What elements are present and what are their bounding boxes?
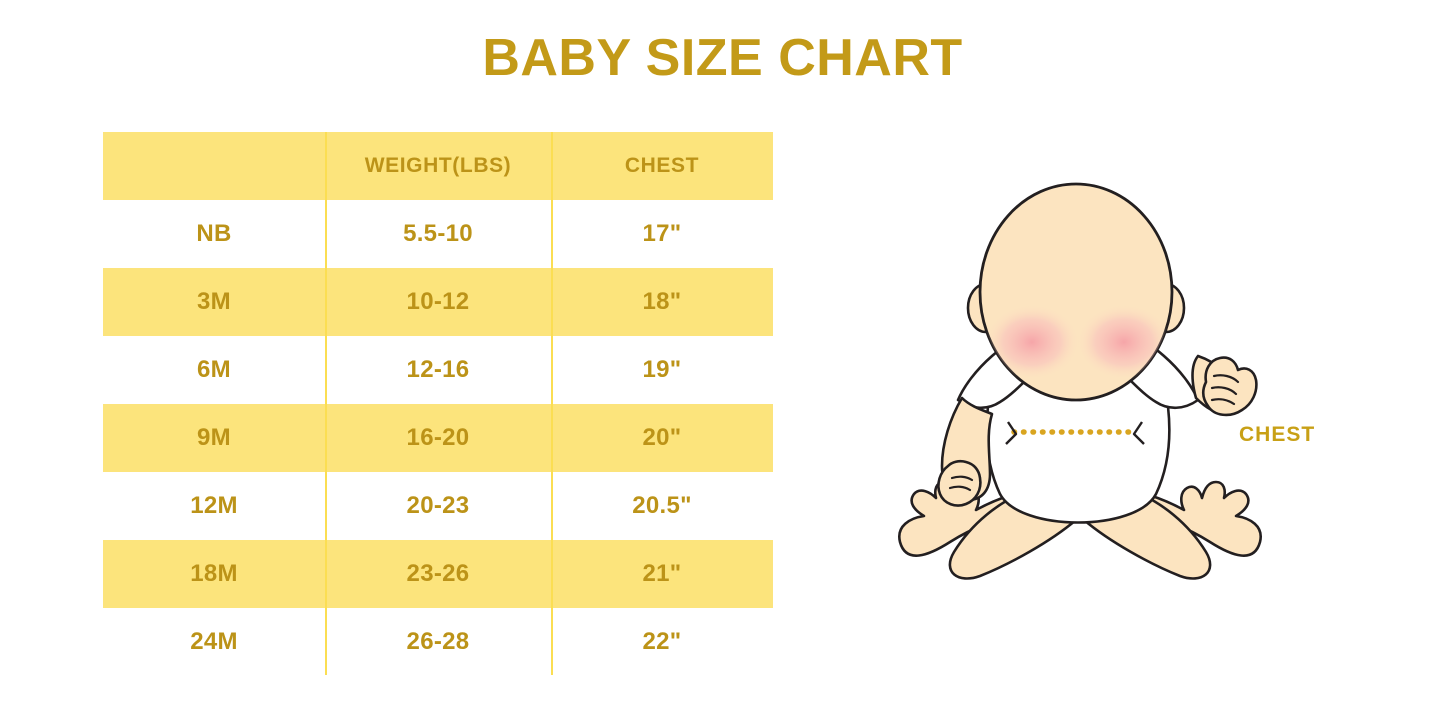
cell-weight: 16-20 [406, 424, 470, 451]
cell-chest: 22" [642, 628, 682, 655]
cell-weight: 10-12 [406, 288, 470, 315]
cell-weight: 23-26 [406, 560, 470, 587]
cell-weight: 5.5-10 [403, 220, 473, 247]
cell-size: 24M [190, 628, 238, 655]
table-row: 6M 12-16 19" [103, 336, 773, 404]
left-hand-finger-lines [948, 475, 974, 492]
cell-chest: 21" [642, 560, 682, 587]
chest-measurement-label: CHEST [1239, 423, 1316, 446]
cell-size: 12M [190, 492, 238, 519]
cell-size: 9M [197, 424, 231, 451]
table-row: 24M 26-28 22" [103, 608, 773, 676]
column-divider-1 [325, 132, 327, 675]
left-chest-tick [1005, 421, 1018, 445]
right-hand-shape [1201, 356, 1258, 417]
left-cheek-blush [984, 304, 1080, 380]
page-title: BABY SIZE CHART [482, 29, 963, 87]
column-header-weight: WEIGHT(LBS) [364, 154, 512, 177]
right-chest-tick [1132, 421, 1145, 445]
cell-weight: 26-28 [406, 628, 470, 655]
cell-chest: 18" [642, 288, 682, 315]
right-cheek-blush [1076, 304, 1172, 380]
baby-illustration [880, 160, 1300, 600]
table-row: 18M 23-26 21" [103, 540, 773, 608]
table-row: NB 5.5-10 17" [103, 200, 773, 268]
cell-size: NB [196, 220, 232, 247]
cell-size: 18M [190, 560, 238, 587]
table-header-row: WEIGHT(LBS) CHEST [103, 132, 773, 200]
column-divider-2 [551, 132, 553, 675]
cell-chest: 17" [642, 220, 682, 247]
cell-weight: 20-23 [406, 492, 470, 519]
table-row: 12M 20-23 20.5" [103, 472, 773, 540]
cell-size: 6M [197, 356, 231, 383]
cell-chest: 20.5" [632, 492, 692, 519]
right-hand-finger-lines [1210, 374, 1240, 406]
table-row: 9M 16-20 20" [103, 404, 773, 472]
size-table: WEIGHT(LBS) CHEST NB 5.5-10 17" 3M 10-12… [103, 132, 773, 676]
left-hand-shape [937, 459, 982, 507]
cell-size: 3M [197, 288, 231, 315]
cell-chest: 20" [642, 424, 682, 451]
column-header-chest: CHEST [624, 154, 700, 177]
cell-chest: 19" [642, 356, 682, 383]
cell-weight: 12-16 [406, 356, 470, 383]
table-row: 3M 10-12 18" [103, 268, 773, 336]
